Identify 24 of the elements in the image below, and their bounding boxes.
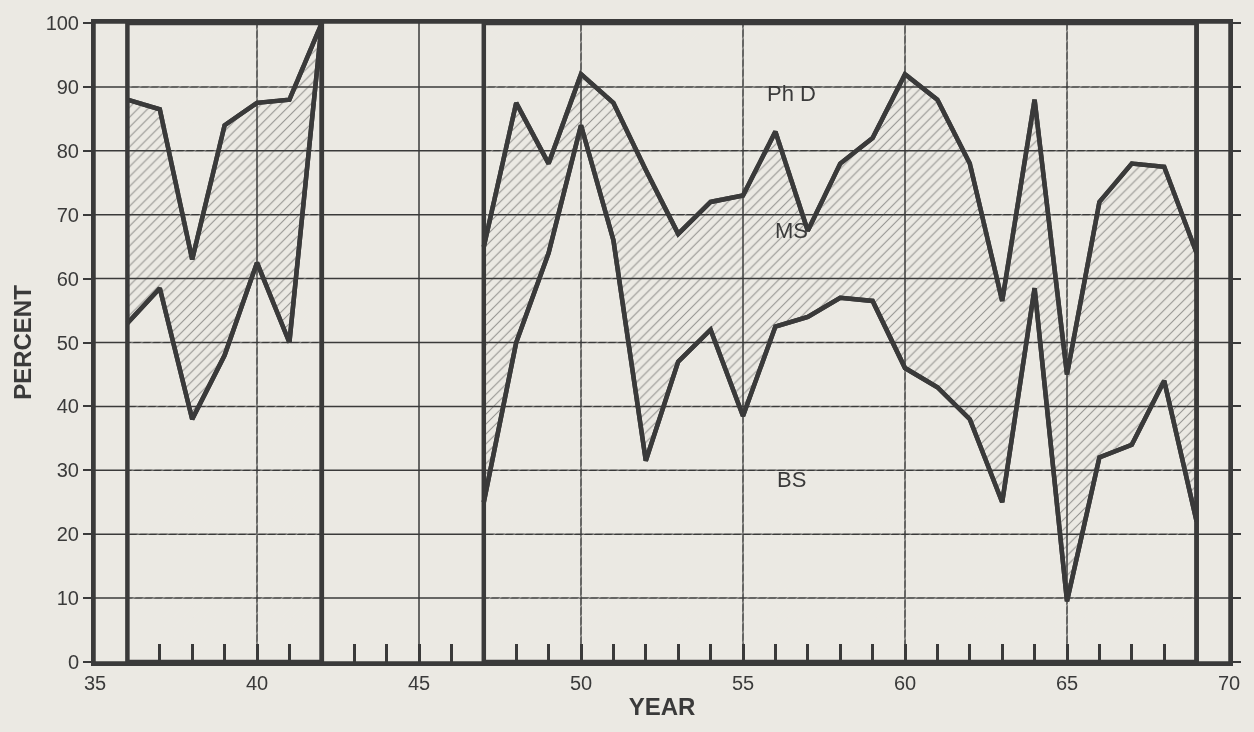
y-tick-label: 10 <box>56 587 79 610</box>
series-label: BS <box>777 467 807 492</box>
y-tick-label: 50 <box>56 331 79 354</box>
series-label: MS <box>775 218 808 243</box>
x-tick-label: 65 <box>1055 672 1079 694</box>
x-axis-title: YEAR <box>628 692 696 720</box>
y-tick-label: 80 <box>56 139 79 162</box>
series-label: Ph D <box>767 81 816 106</box>
y-tick-label: 70 <box>56 203 79 226</box>
x-tick-label: 55 <box>731 672 755 694</box>
x-tick-label: 45 <box>407 672 431 694</box>
x-tick-label: 35 <box>83 672 107 694</box>
x-tick-label: 70 <box>1217 672 1241 694</box>
y-tick-label: 90 <box>56 75 79 98</box>
y-tick-label: 60 <box>56 267 79 290</box>
y-tick-label: 0 <box>67 651 79 673</box>
y-tick-label: 100 <box>45 12 79 34</box>
y-tick-label: 30 <box>56 459 79 482</box>
y-tick-label: 20 <box>56 523 79 546</box>
y-tick-label: 40 <box>56 395 79 418</box>
y-axis-title: PERCENT <box>9 284 37 400</box>
x-tick-label: 40 <box>245 672 269 694</box>
x-tick-label: 60 <box>893 672 917 694</box>
x-tick-label: 50 <box>569 672 593 694</box>
